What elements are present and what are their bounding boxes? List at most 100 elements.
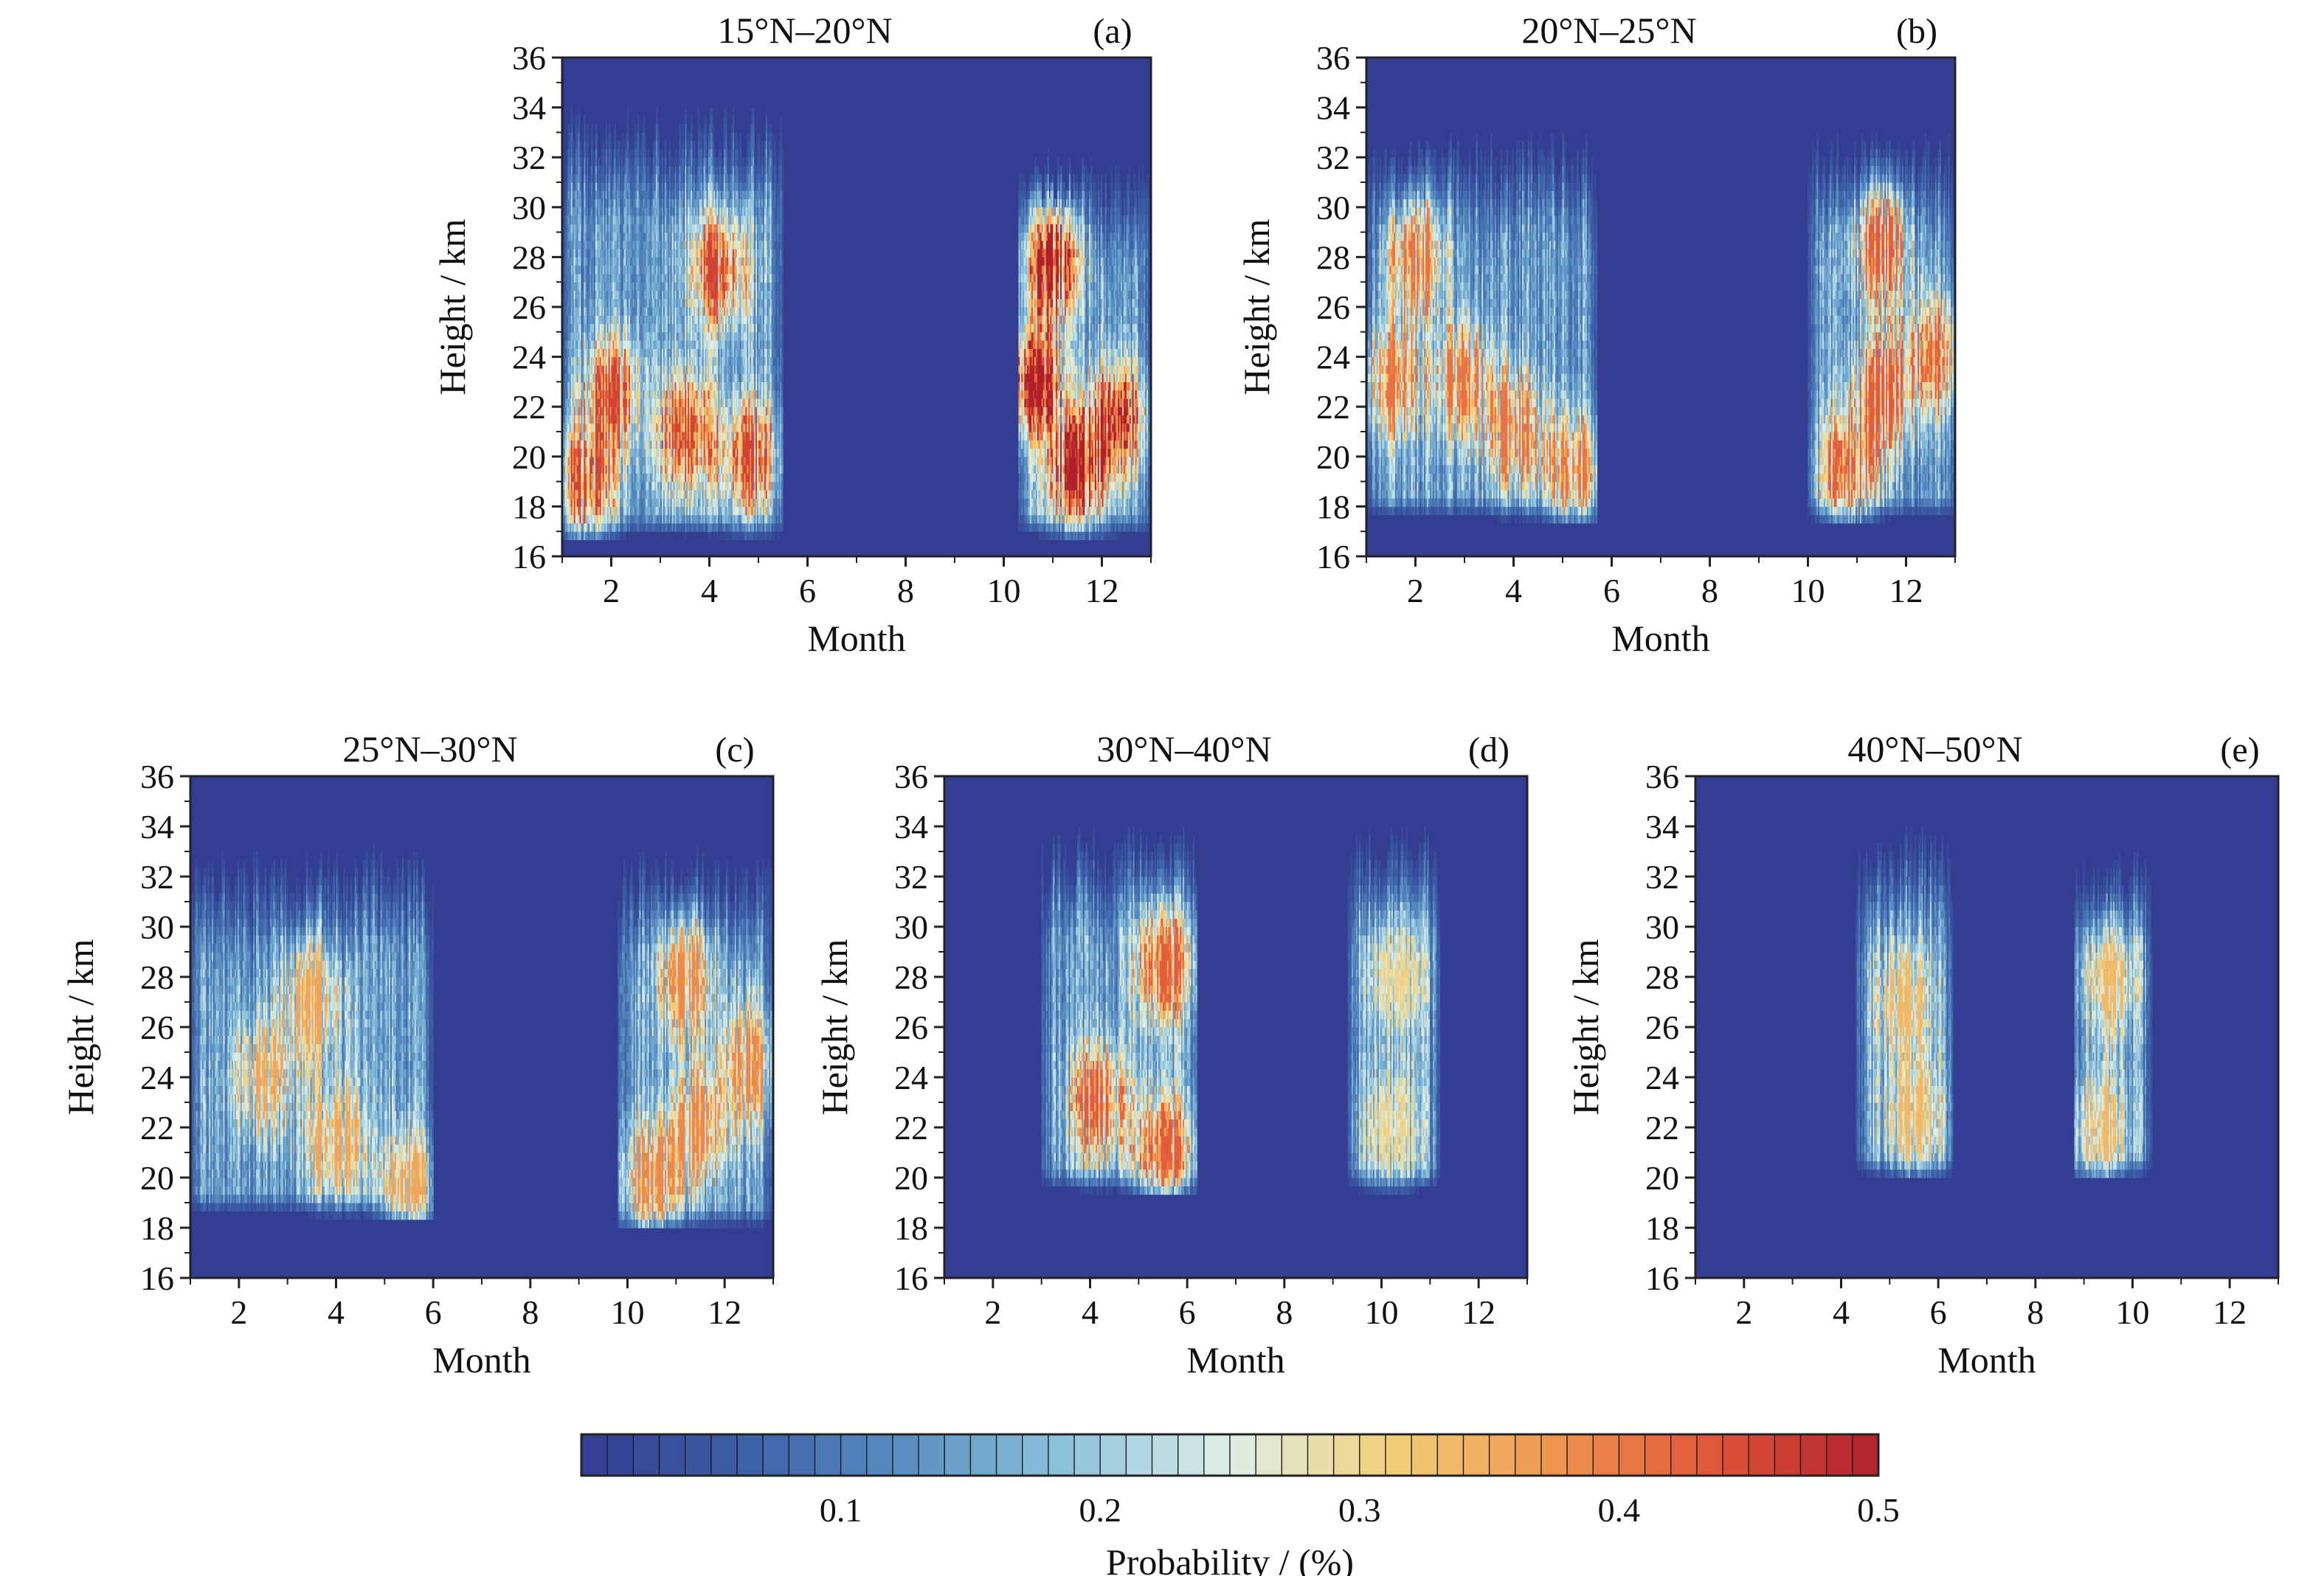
- heatmap-cell: [671, 273, 674, 283]
- heatmap-cell: [631, 398, 634, 407]
- heatmap-cell: [676, 456, 679, 466]
- heatmap-cell: [679, 489, 681, 499]
- heatmap-cell: [703, 198, 706, 208]
- heatmap-cell: [644, 190, 647, 200]
- heatmap-cell: [585, 390, 587, 399]
- heatmap-cell: [606, 531, 609, 541]
- heatmap-cell: [657, 315, 660, 325]
- heatmap-cell: [649, 165, 651, 175]
- heatmap-cell: [638, 157, 641, 167]
- heatmap-cell: [657, 415, 660, 424]
- heatmap-cell: [601, 148, 604, 158]
- heatmap-cell: [656, 498, 658, 507]
- heatmap-cell: [591, 373, 593, 382]
- heatmap-cell: [660, 407, 663, 416]
- heatmap-cell: [598, 207, 601, 216]
- heatmap-cell: [705, 522, 708, 532]
- heatmap-cell: [609, 489, 612, 499]
- heatmap-cell: [612, 157, 615, 167]
- heatmap-cell: [679, 298, 681, 308]
- heatmap-cell: [588, 240, 590, 249]
- heatmap-cell: [696, 165, 699, 175]
- heatmap-cell: [599, 257, 602, 266]
- heatmap-cell: [689, 198, 691, 208]
- heatmap-cell: [638, 190, 641, 200]
- heatmap-cell: [659, 249, 661, 258]
- heatmap-cell: [670, 448, 673, 457]
- heatmap-cell: [637, 440, 640, 449]
- heatmap-cell: [651, 307, 654, 316]
- heatmap-cell: [705, 348, 708, 358]
- heatmap-cell: [664, 140, 667, 150]
- heatmap-cell: [686, 514, 688, 524]
- heatmap-cell: [643, 132, 646, 142]
- heatmap-cell: [570, 115, 573, 125]
- heatmap-cell: [579, 506, 582, 516]
- heatmap-cell: [712, 432, 714, 440]
- heatmap-cell: [618, 356, 620, 366]
- heatmap-cell: [667, 224, 670, 233]
- heatmap-cell: [697, 265, 700, 274]
- heatmap-cell: [708, 514, 710, 524]
- heatmap-cell: [643, 423, 646, 432]
- heatmap-cell: [646, 240, 648, 249]
- heatmap-cell: [627, 489, 629, 499]
- heatmap-cell: [674, 190, 677, 200]
- heatmap-cell: [624, 407, 626, 416]
- heatmap-cell: [618, 165, 620, 175]
- heatmap-cell: [637, 506, 640, 516]
- heatmap-cell: [665, 514, 668, 524]
- heatmap-cell: [631, 307, 634, 316]
- heatmap-cell: [584, 364, 586, 374]
- heatmap-cell: [588, 257, 590, 266]
- heatmap-cell: [703, 390, 706, 399]
- heatmap-cell: [592, 224, 595, 233]
- heatmap-cell: [573, 514, 576, 524]
- heatmap-cell: [696, 282, 699, 291]
- heatmap-cell: [567, 340, 570, 349]
- heatmap-cell: [708, 257, 710, 266]
- heatmap-cell: [697, 407, 700, 416]
- heatmap-cell: [573, 215, 576, 224]
- heatmap-cell: [709, 514, 712, 524]
- heatmap-cell: [665, 165, 668, 175]
- heatmap-cell: [563, 240, 566, 249]
- heatmap-cell: [649, 331, 651, 341]
- heatmap-cell: [699, 232, 702, 241]
- heatmap-cell: [713, 398, 716, 407]
- heatmap-cell: [608, 398, 611, 407]
- heatmap-cell: [573, 207, 576, 216]
- heatmap-cell: [677, 240, 680, 249]
- heatmap-cell: [598, 323, 601, 333]
- heatmap-cell: [572, 265, 575, 274]
- heatmap-cell: [631, 224, 634, 233]
- heatmap-cell: [689, 498, 691, 507]
- heatmap-cell: [697, 465, 700, 474]
- heatmap-cell: [567, 298, 570, 308]
- heatmap-cell: [605, 340, 608, 349]
- heatmap-cell: [578, 265, 581, 274]
- heatmap-cell: [676, 290, 679, 300]
- heatmap-cell: [709, 415, 712, 424]
- heatmap-cell: [634, 456, 637, 466]
- heatmap-cell: [573, 273, 576, 283]
- heatmap-cell: [618, 315, 620, 325]
- heatmap-cell: [587, 257, 589, 266]
- heatmap-cell: [628, 456, 631, 466]
- heatmap-cell: [667, 190, 670, 200]
- heatmap-cell: [688, 473, 690, 483]
- heatmap-cell: [615, 432, 618, 440]
- heatmap-cell: [576, 132, 579, 142]
- heatmap-cell: [654, 257, 657, 266]
- heatmap-cell: [626, 407, 628, 416]
- heatmap-cell: [623, 215, 625, 224]
- heatmap-cell: [632, 448, 635, 457]
- heatmap-cell: [573, 423, 576, 432]
- heatmap-cell: [654, 190, 657, 200]
- heatmap-cell: [705, 232, 708, 241]
- heatmap-cell: [579, 423, 582, 432]
- heatmap-cell: [620, 498, 622, 507]
- heatmap-cell: [606, 198, 609, 208]
- heatmap-cell: [644, 257, 647, 266]
- heatmap-cell: [575, 356, 578, 366]
